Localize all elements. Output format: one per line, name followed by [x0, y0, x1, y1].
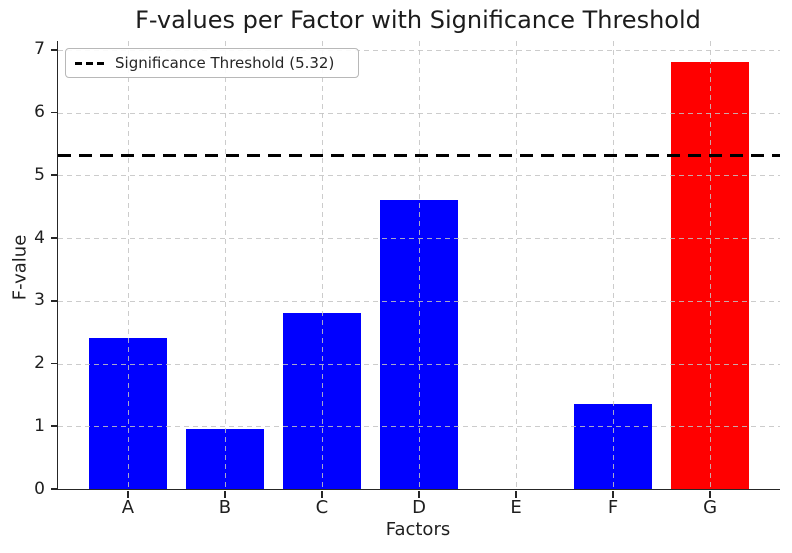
- y-tick-4: [51, 237, 58, 239]
- v-gridline-E: [516, 41, 518, 489]
- y-tick-label-1: 1: [34, 415, 45, 436]
- y-tick-6: [51, 111, 58, 114]
- bar-A: [89, 338, 167, 489]
- x-tick-label-D: D: [412, 497, 426, 518]
- y-tick-1: [51, 425, 58, 428]
- y-tick-0: [51, 488, 58, 490]
- bar-C: [283, 313, 361, 489]
- dashed-threshold-line-sample: [75, 61, 105, 65]
- x-tick-label-C: C: [315, 497, 329, 518]
- x-tick-label-F: F: [607, 497, 619, 518]
- x-tick-label-G: G: [703, 497, 718, 518]
- chart-title: F-values per Factor with Significance Th…: [135, 6, 701, 34]
- x-tick-label-B: B: [218, 497, 232, 518]
- plot-area: 0 1 2 3 4 5 6 7 A B C D E F G Significance Threshold (…: [34, 41, 780, 518]
- bar-F: [574, 404, 652, 489]
- significance-threshold-line: [58, 153, 780, 157]
- bar-G: [671, 62, 749, 489]
- y-tick-label-0: 0: [34, 478, 45, 499]
- y-tick-label-5: 5: [34, 164, 45, 185]
- x-tick-label-E: E: [510, 497, 522, 518]
- y-tick-label-2: 2: [34, 353, 45, 373]
- x-tick-G: [709, 490, 711, 498]
- y-tick-5: [51, 174, 58, 177]
- x-axis-label: Factors: [385, 519, 451, 540]
- x-tick-F: [612, 490, 614, 498]
- x-tick-D: [418, 490, 420, 498]
- y-tick-3: [51, 299, 58, 302]
- bar-B: [186, 429, 264, 489]
- x-tick-E: [515, 490, 517, 498]
- y-tick-label-6: 6: [34, 102, 45, 123]
- y-tick-7: [51, 48, 58, 51]
- x-tick-A: [127, 490, 129, 498]
- legend: Significance Threshold (5.32): [65, 48, 359, 78]
- x-tick-C: [321, 490, 323, 498]
- y-tick-label-4: 4: [34, 227, 45, 248]
- x-tick-B: [224, 490, 226, 498]
- legend-label: Significance Threshold (5.32): [115, 54, 335, 72]
- x-tick-label-A: A: [121, 497, 135, 518]
- y-tick-2: [51, 362, 58, 365]
- y-tick-label-3: 3: [34, 290, 45, 311]
- y-tick-label-7: 7: [34, 39, 45, 60]
- v-gridline-B: [224, 41, 226, 489]
- bar-D: [380, 200, 458, 489]
